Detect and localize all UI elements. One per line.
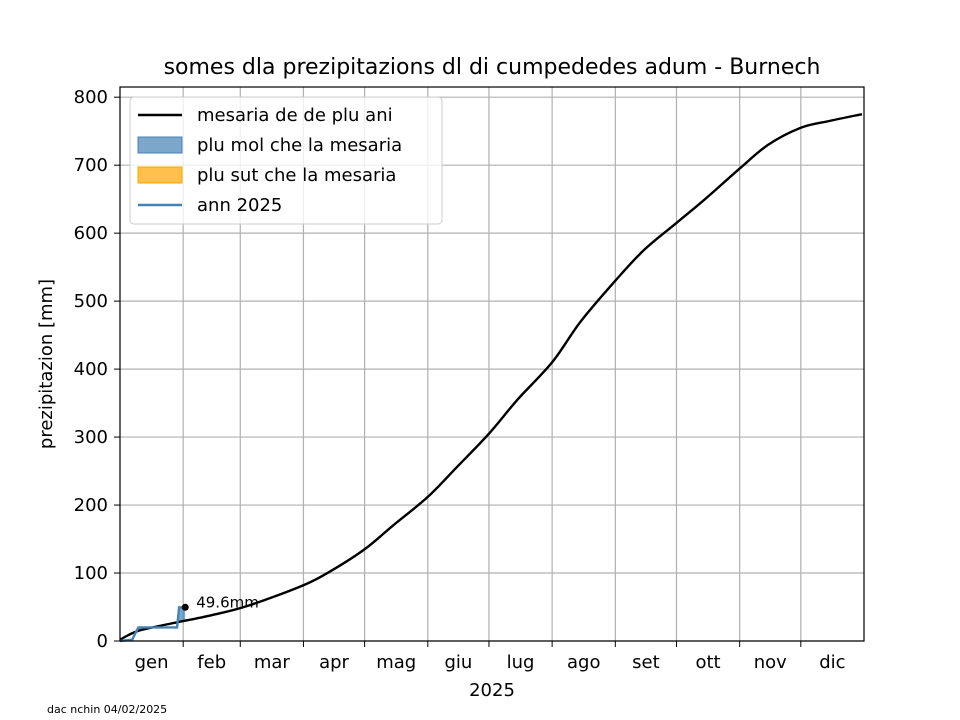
x-tick-label-dic: dic xyxy=(819,652,845,673)
current-year-end-point xyxy=(181,603,189,611)
y-tick-label: 600 xyxy=(74,223,108,244)
y-axis-ticks: 0 100 200 300 400 500 600 700 800 xyxy=(74,87,120,652)
x-tick-label-gen: gen xyxy=(135,652,169,673)
x-tick-label-set: set xyxy=(632,652,660,673)
legend-fill-swatch xyxy=(137,136,183,154)
legend-box xyxy=(129,96,443,225)
y-tick-label: 100 xyxy=(74,563,108,584)
average-line xyxy=(119,113,863,641)
x-tick-label-nov: nov xyxy=(754,652,787,673)
plot-frame xyxy=(119,86,865,642)
legend-label: plu sut che la mesaria xyxy=(197,165,396,186)
current-year-line xyxy=(119,606,186,643)
y-tick-label: 400 xyxy=(74,359,108,380)
end-markers: 49.6mm xyxy=(181,593,259,611)
x-tick-label-feb: feb xyxy=(197,652,226,673)
x-tick-label-mar: mar xyxy=(254,652,291,673)
y-tick-label: 800 xyxy=(74,87,108,108)
chart-title: somes dla prezipitazions dl di cumpedede… xyxy=(164,55,821,80)
x-tick-label-mag: mag xyxy=(376,652,416,673)
legend-fill-swatch xyxy=(137,166,183,184)
end-value-label: 49.6mm xyxy=(196,593,259,611)
y-tick-label: 200 xyxy=(74,495,108,516)
x-tick-label-ago: ago xyxy=(567,652,600,673)
legend-label: ann 2025 xyxy=(197,195,282,216)
x-tick-label-lug: lug xyxy=(507,652,535,673)
x-tick-label-apr: apr xyxy=(319,652,349,673)
y-axis-label: prezipitazion [mm] xyxy=(36,279,57,449)
y-tick-label: 700 xyxy=(74,155,108,176)
x-tick-label-ott: ott xyxy=(695,652,720,673)
y-tick-label: 300 xyxy=(74,427,108,448)
legend: mesaria de de plu ani plu mol che la mesa… xyxy=(129,96,443,225)
footnote-date: dac nchin 04/02/2025 xyxy=(47,703,167,716)
series-lines xyxy=(119,113,863,643)
x-axis-label: 2025 xyxy=(469,680,515,701)
legend-label: plu mol che la mesaria xyxy=(197,135,402,156)
x-tick-label-giu: giu xyxy=(444,652,472,673)
y-tick-label: 0 xyxy=(97,631,108,652)
legend-label: mesaria de de plu ani xyxy=(197,105,393,126)
x-axis-ticks: gen feb mar apr mag giu lug ago set ott nov dic xyxy=(135,641,846,673)
y-tick-label: 500 xyxy=(74,291,108,312)
